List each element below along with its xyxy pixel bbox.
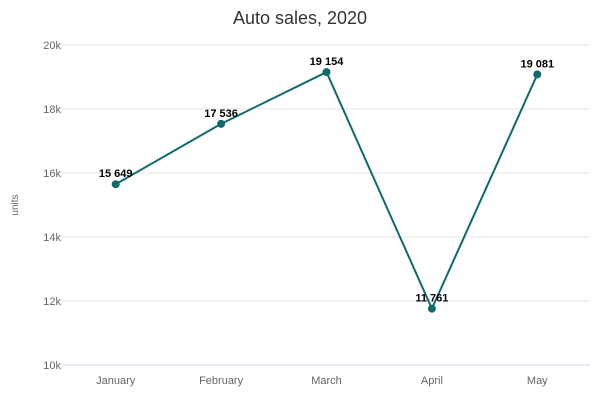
chart-title: Auto sales, 2020 bbox=[233, 8, 367, 28]
series-group bbox=[111, 68, 542, 313]
x-tick-label: March bbox=[311, 375, 342, 387]
data-label: 19 154 bbox=[310, 56, 345, 68]
y-tick-label: 16k bbox=[43, 168, 61, 180]
x-tick-label: January bbox=[96, 375, 136, 387]
y-tick-label: 12k bbox=[43, 296, 61, 308]
data-point[interactable] bbox=[322, 68, 331, 77]
x-tick-label: April bbox=[421, 375, 443, 387]
data-point[interactable] bbox=[427, 304, 436, 313]
data-label: 19 081 bbox=[520, 58, 554, 70]
data-point[interactable] bbox=[111, 180, 120, 189]
x-axis-ticks: January February March April May bbox=[96, 375, 548, 387]
data-label: 15 649 bbox=[99, 168, 133, 180]
data-label: 11 761 bbox=[415, 293, 448, 305]
data-label: 17 536 bbox=[204, 108, 238, 120]
y-axis-ticks: 10k 12k 14k 16k 18k 20k bbox=[43, 40, 61, 372]
grid-lines bbox=[63, 44, 590, 302]
x-tick-label: February bbox=[199, 375, 244, 387]
data-point[interactable] bbox=[533, 70, 542, 79]
x-tick-label: May bbox=[527, 375, 548, 387]
y-tick-label: 14k bbox=[43, 232, 61, 244]
y-tick-label: 18k bbox=[43, 104, 61, 116]
y-axis-label: units bbox=[10, 194, 21, 215]
data-labels: 15 649 17 536 19 154 11 761 19 081 bbox=[99, 56, 554, 305]
data-point[interactable] bbox=[217, 119, 226, 128]
series-line bbox=[114, 71, 539, 310]
y-tick-label: 20k bbox=[43, 40, 61, 52]
y-tick-label: 10k bbox=[43, 360, 61, 372]
